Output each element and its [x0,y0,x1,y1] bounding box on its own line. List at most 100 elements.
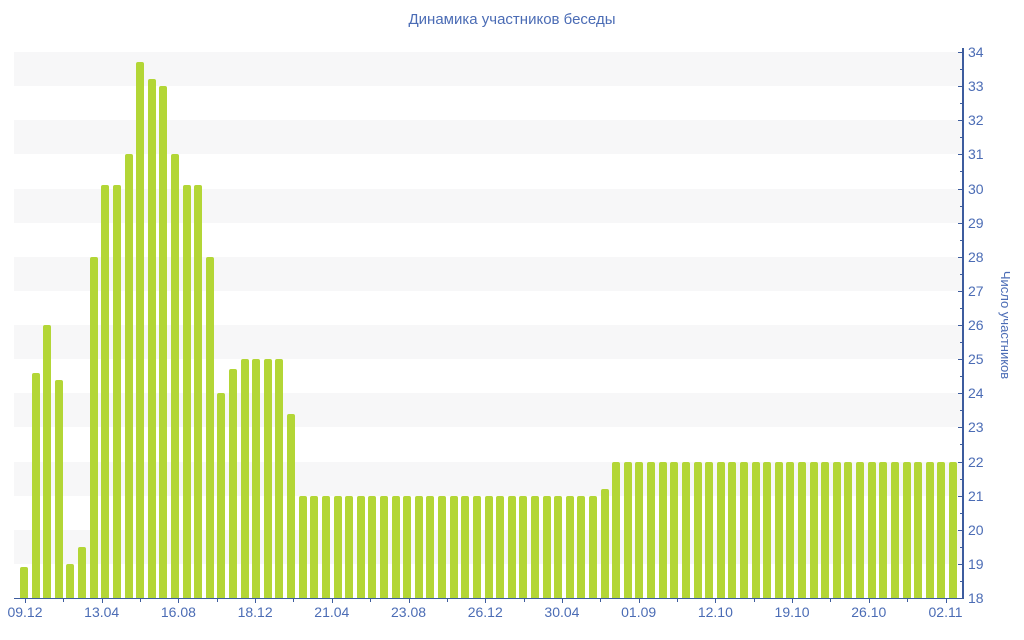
x-minor-tick [216,599,218,602]
x-minor-tick [677,599,679,602]
y-tick [958,222,963,224]
bar [949,461,957,598]
bar [345,495,354,598]
bar [902,461,911,598]
plot-area [14,48,963,598]
bar [287,413,296,598]
bar [89,256,98,598]
x-tick-label: 23.08 [391,604,427,620]
bar [182,185,191,598]
x-tick-label: 13.04 [84,604,120,620]
y-minor-tick [960,410,963,412]
bar [763,461,772,598]
bar [472,495,481,598]
bar [914,461,923,598]
bar [879,461,888,598]
x-minor-tick [907,599,909,602]
y-tick-label: 29 [968,214,984,231]
bar [426,495,435,598]
x-tick [868,599,870,603]
bar [484,495,493,598]
y-minor-tick [960,512,963,514]
y-minor-tick [960,137,963,139]
bar [589,495,597,598]
x-tick-label: 01.09 [621,604,657,620]
y-minor-tick [960,342,963,344]
bar [728,461,737,598]
bar [414,495,423,598]
y-minor-tick [960,239,963,241]
y-tick-label: 34 [968,44,984,60]
y-tick-label: 25 [968,351,984,368]
bar [43,325,52,598]
y-tick-label: 22 [968,453,984,470]
x-tick [792,599,794,603]
x-tick-label: 02.11 [928,604,963,620]
bar [20,567,28,598]
bar [194,185,203,598]
bar [867,461,876,598]
bar [217,393,226,598]
x-tick [255,599,257,603]
bar [693,461,702,598]
bar [78,546,87,598]
bar [356,495,365,598]
bar [856,461,865,598]
y-tick [958,529,963,531]
bar [438,495,447,598]
grid-stripe [14,188,963,223]
x-tick-label: 26.10 [851,604,887,620]
y-minor-tick [960,376,963,378]
y-tick [958,461,963,463]
x-tick-label: 12.10 [697,604,733,620]
bar [554,495,563,598]
x-minor-tick [370,599,372,602]
y-tick-label: 30 [968,180,984,197]
y-tick-label: 27 [968,282,984,299]
bar [890,461,899,598]
bar [519,495,528,598]
bar [31,372,40,598]
x-tick-label: 26.12 [467,604,503,620]
x-tick [408,599,410,603]
y-minor-tick [960,69,963,71]
y-tick-label: 24 [968,385,984,402]
bar [716,461,725,598]
x-minor-tick [753,599,755,602]
x-tick [25,599,26,603]
y-minor-tick [960,546,963,548]
x-tick-label: 21.04 [314,604,350,620]
y-minor-tick [960,478,963,480]
bar [229,369,238,598]
bar [658,461,667,598]
x-minor-tick [140,599,142,602]
bar [925,461,934,598]
bar [809,461,818,598]
x-minor-tick [63,599,65,602]
bar [333,495,342,598]
x-tick [101,599,103,603]
bar [321,495,330,598]
y-minor-tick [960,273,963,275]
x-tick-label: 18.12 [237,604,273,620]
bar [298,495,307,598]
x-minor-tick [600,599,602,602]
bar [530,495,539,598]
bar [449,495,458,598]
x-axis-line [14,598,964,599]
bar [275,359,284,598]
x-tick [638,599,640,603]
y-tick-label: 26 [968,317,984,333]
bar [159,86,168,598]
y-tick [958,290,963,292]
bar [252,359,261,598]
x-minor-tick [446,599,448,602]
bar [670,461,679,598]
y-minor-tick [960,205,963,207]
y-tick [958,86,963,88]
y-tick-label: 23 [968,419,984,436]
bar [54,379,63,598]
x-tick [561,599,563,603]
bar [798,461,807,598]
